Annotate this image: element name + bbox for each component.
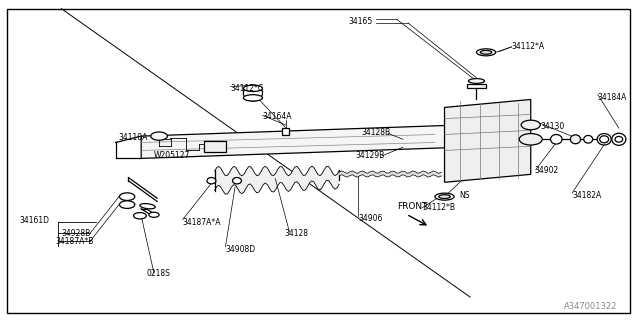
Ellipse shape xyxy=(243,95,262,101)
Ellipse shape xyxy=(435,193,454,200)
Text: 34187A*B: 34187A*B xyxy=(55,237,93,246)
Text: 34928B: 34928B xyxy=(61,229,91,238)
Ellipse shape xyxy=(243,85,262,101)
Text: W205127: W205127 xyxy=(154,151,190,160)
Ellipse shape xyxy=(615,136,623,142)
Circle shape xyxy=(521,120,540,130)
Text: 34112*C: 34112*C xyxy=(230,84,264,93)
Bar xyxy=(204,141,226,152)
Circle shape xyxy=(149,212,159,217)
Text: 34184A: 34184A xyxy=(598,93,627,102)
Text: 34112*A: 34112*A xyxy=(511,42,545,52)
Text: 34182A: 34182A xyxy=(572,190,602,200)
Circle shape xyxy=(151,132,168,140)
Ellipse shape xyxy=(468,79,484,84)
Ellipse shape xyxy=(550,134,562,144)
Text: 34130: 34130 xyxy=(540,122,564,131)
Circle shape xyxy=(519,133,542,145)
Text: 34164A: 34164A xyxy=(262,113,292,122)
Ellipse shape xyxy=(439,195,451,198)
Ellipse shape xyxy=(612,133,626,145)
Text: FRONT: FRONT xyxy=(397,202,427,211)
Ellipse shape xyxy=(232,178,241,184)
Text: NS: NS xyxy=(460,190,470,200)
Ellipse shape xyxy=(600,136,609,143)
Text: 34161D: 34161D xyxy=(20,216,50,225)
Text: 34128: 34128 xyxy=(285,229,309,238)
Ellipse shape xyxy=(476,49,495,56)
Polygon shape xyxy=(141,125,461,158)
Ellipse shape xyxy=(570,135,580,144)
Text: 34128B: 34128B xyxy=(362,128,390,137)
Ellipse shape xyxy=(140,204,156,209)
Ellipse shape xyxy=(207,178,216,184)
Bar xyxy=(282,127,289,134)
Text: 34906: 34906 xyxy=(358,214,383,223)
Circle shape xyxy=(120,193,135,200)
Text: 0218S: 0218S xyxy=(147,269,170,278)
Ellipse shape xyxy=(480,50,492,54)
Text: A347001322: A347001322 xyxy=(564,302,617,311)
Text: 34110A: 34110A xyxy=(119,132,148,141)
Text: 34908D: 34908D xyxy=(225,245,255,254)
Text: 34129B: 34129B xyxy=(355,151,385,160)
Bar xyxy=(467,84,486,88)
Text: 34187A*A: 34187A*A xyxy=(182,218,221,227)
Polygon shape xyxy=(445,100,531,182)
Ellipse shape xyxy=(597,133,611,145)
Text: 34902: 34902 xyxy=(534,166,558,175)
Ellipse shape xyxy=(243,85,262,92)
Ellipse shape xyxy=(584,135,593,143)
Text: 34165: 34165 xyxy=(349,17,373,26)
Circle shape xyxy=(120,201,135,208)
Circle shape xyxy=(134,212,147,219)
Text: 34112*B: 34112*B xyxy=(422,203,455,212)
